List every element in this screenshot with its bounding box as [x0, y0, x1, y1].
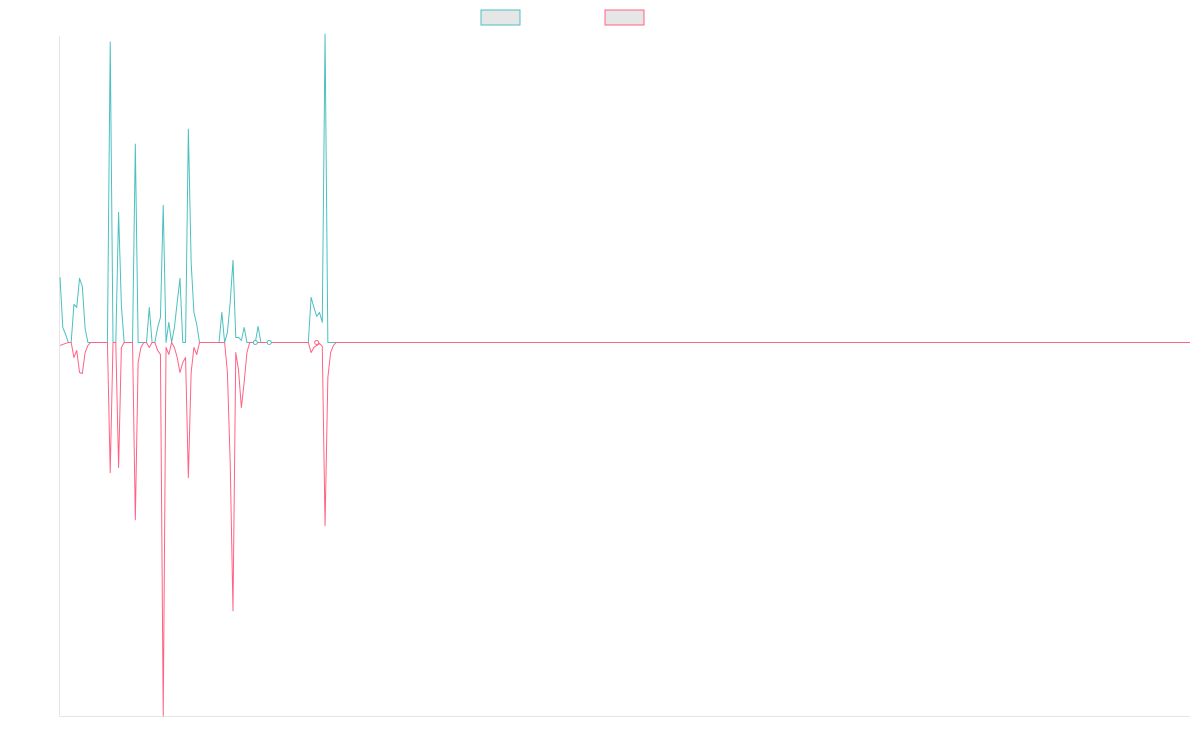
baseline-point-marker [252, 339, 258, 345]
series-1-line [59, 33, 1190, 343]
series-2-line [59, 341, 1190, 717]
legend-swatch-series-1[interactable] [480, 9, 521, 26]
chart-legend [480, 9, 645, 26]
plot-area [59, 33, 1190, 717]
baseline-point-marker [314, 339, 320, 345]
baseline-point-marker [266, 339, 272, 345]
legend-swatch-series-2[interactable] [604, 9, 645, 26]
